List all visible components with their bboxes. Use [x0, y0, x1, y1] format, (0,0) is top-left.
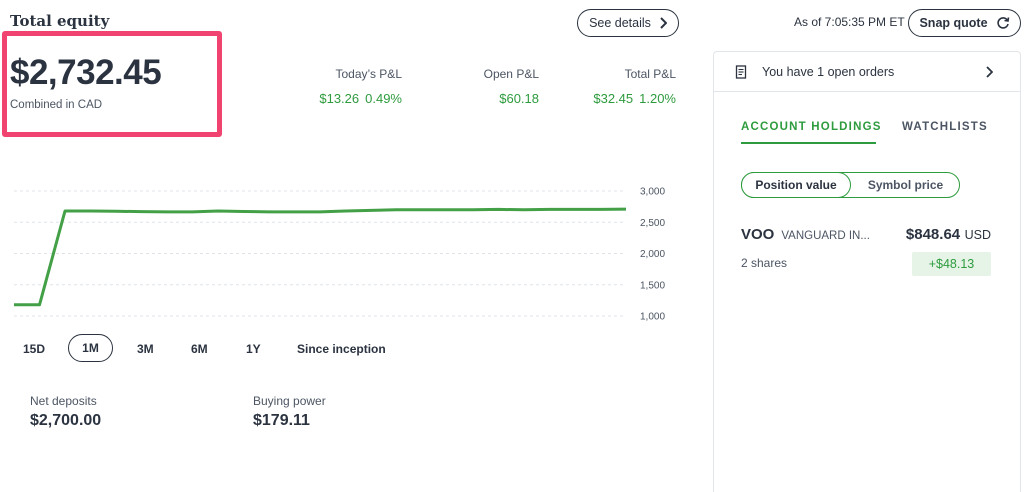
todays-pl-percent: 0.49%: [365, 91, 402, 106]
chevron-right-icon: [986, 65, 993, 78]
see-details-label: See details: [589, 16, 651, 30]
holding-name: VANGUARD IN...: [781, 230, 870, 242]
open-pl-amount: $60.18: [499, 91, 539, 106]
equity-series-line: [14, 207, 627, 307]
holding-currency: USD: [964, 228, 991, 242]
holding-gain-badge: +$48.13: [912, 252, 991, 276]
y-tick-label: 1,000: [640, 312, 665, 323]
todays-pl-value: $13.26 0.49%: [282, 91, 402, 106]
refresh-icon: [996, 17, 1009, 29]
tab-watchlists[interactable]: WATCHLISTS: [902, 121, 988, 133]
range-1m-label: 1M: [82, 341, 99, 355]
total-pl-label: Total P&L: [624, 67, 676, 81]
holding-symbol: VOO: [741, 226, 775, 243]
todays-pl-amount: $13.26: [319, 91, 360, 106]
total-equity-value: $2,732.45: [10, 53, 162, 92]
range-15d[interactable]: 15D: [23, 342, 46, 356]
holdings-panel: [713, 51, 1021, 492]
see-details-button[interactable]: See details: [577, 9, 679, 37]
toggle-symbol-price[interactable]: Symbol price: [867, 178, 944, 192]
holding-row[interactable]: VOO VANGUARD IN...: [741, 226, 870, 243]
snap-quote-label: Snap quote: [919, 16, 988, 30]
y-tick-label: 2,000: [640, 249, 665, 260]
chevron-right-icon: [660, 17, 667, 29]
range-6m[interactable]: 6M: [191, 342, 208, 356]
total-pl-amount: $32.45: [593, 91, 634, 106]
equity-highlight-box: [2, 31, 222, 137]
equity-chart: 3,000 2,500 2,000 1,500 1,000: [14, 187, 665, 323]
receipt-icon: [735, 64, 747, 79]
holding-value-block: $848.64 USD: [870, 226, 991, 244]
y-tick-label: 3,000: [640, 187, 665, 198]
open-pl-label: Open P&L: [483, 67, 539, 81]
range-1m[interactable]: 1M: [68, 334, 113, 362]
y-tick-label: 1,500: [640, 280, 665, 291]
net-deposits-value: $2,700.00: [30, 412, 102, 429]
net-deposits-label: Net deposits: [30, 394, 97, 408]
open-orders-text: You have 1 open orders: [762, 64, 895, 79]
buying-power-value: $179.11: [253, 412, 310, 429]
snap-quote-button[interactable]: Snap quote: [908, 9, 1021, 37]
range-3m[interactable]: 3M: [137, 342, 154, 356]
range-1y[interactable]: 1Y: [246, 342, 261, 356]
toggle-position-value[interactable]: Position value: [741, 172, 851, 198]
todays-pl-label: Today’s P&L: [335, 67, 403, 81]
holding-value: $848.64: [905, 226, 961, 243]
y-tick-label: 2,500: [640, 218, 665, 229]
currency-note: Combined in CAD: [10, 99, 103, 111]
open-pl-value: $60.18: [419, 91, 539, 106]
active-tab-indicator: [741, 142, 876, 144]
holding-shares: 2 shares: [741, 256, 788, 270]
buying-power-label: Buying power: [253, 394, 326, 408]
open-orders-row[interactable]: You have 1 open orders: [714, 52, 1020, 92]
total-pl-value: $32.45 1.20%: [556, 91, 676, 106]
as-of-timestamp: As of 7:05:35 PM ET: [794, 15, 905, 29]
range-since-inception[interactable]: Since inception: [297, 342, 386, 356]
total-pl-percent: 1.20%: [639, 91, 676, 106]
page-title: Total equity: [10, 12, 110, 30]
tab-account-holdings[interactable]: ACCOUNT HOLDINGS: [741, 121, 882, 133]
